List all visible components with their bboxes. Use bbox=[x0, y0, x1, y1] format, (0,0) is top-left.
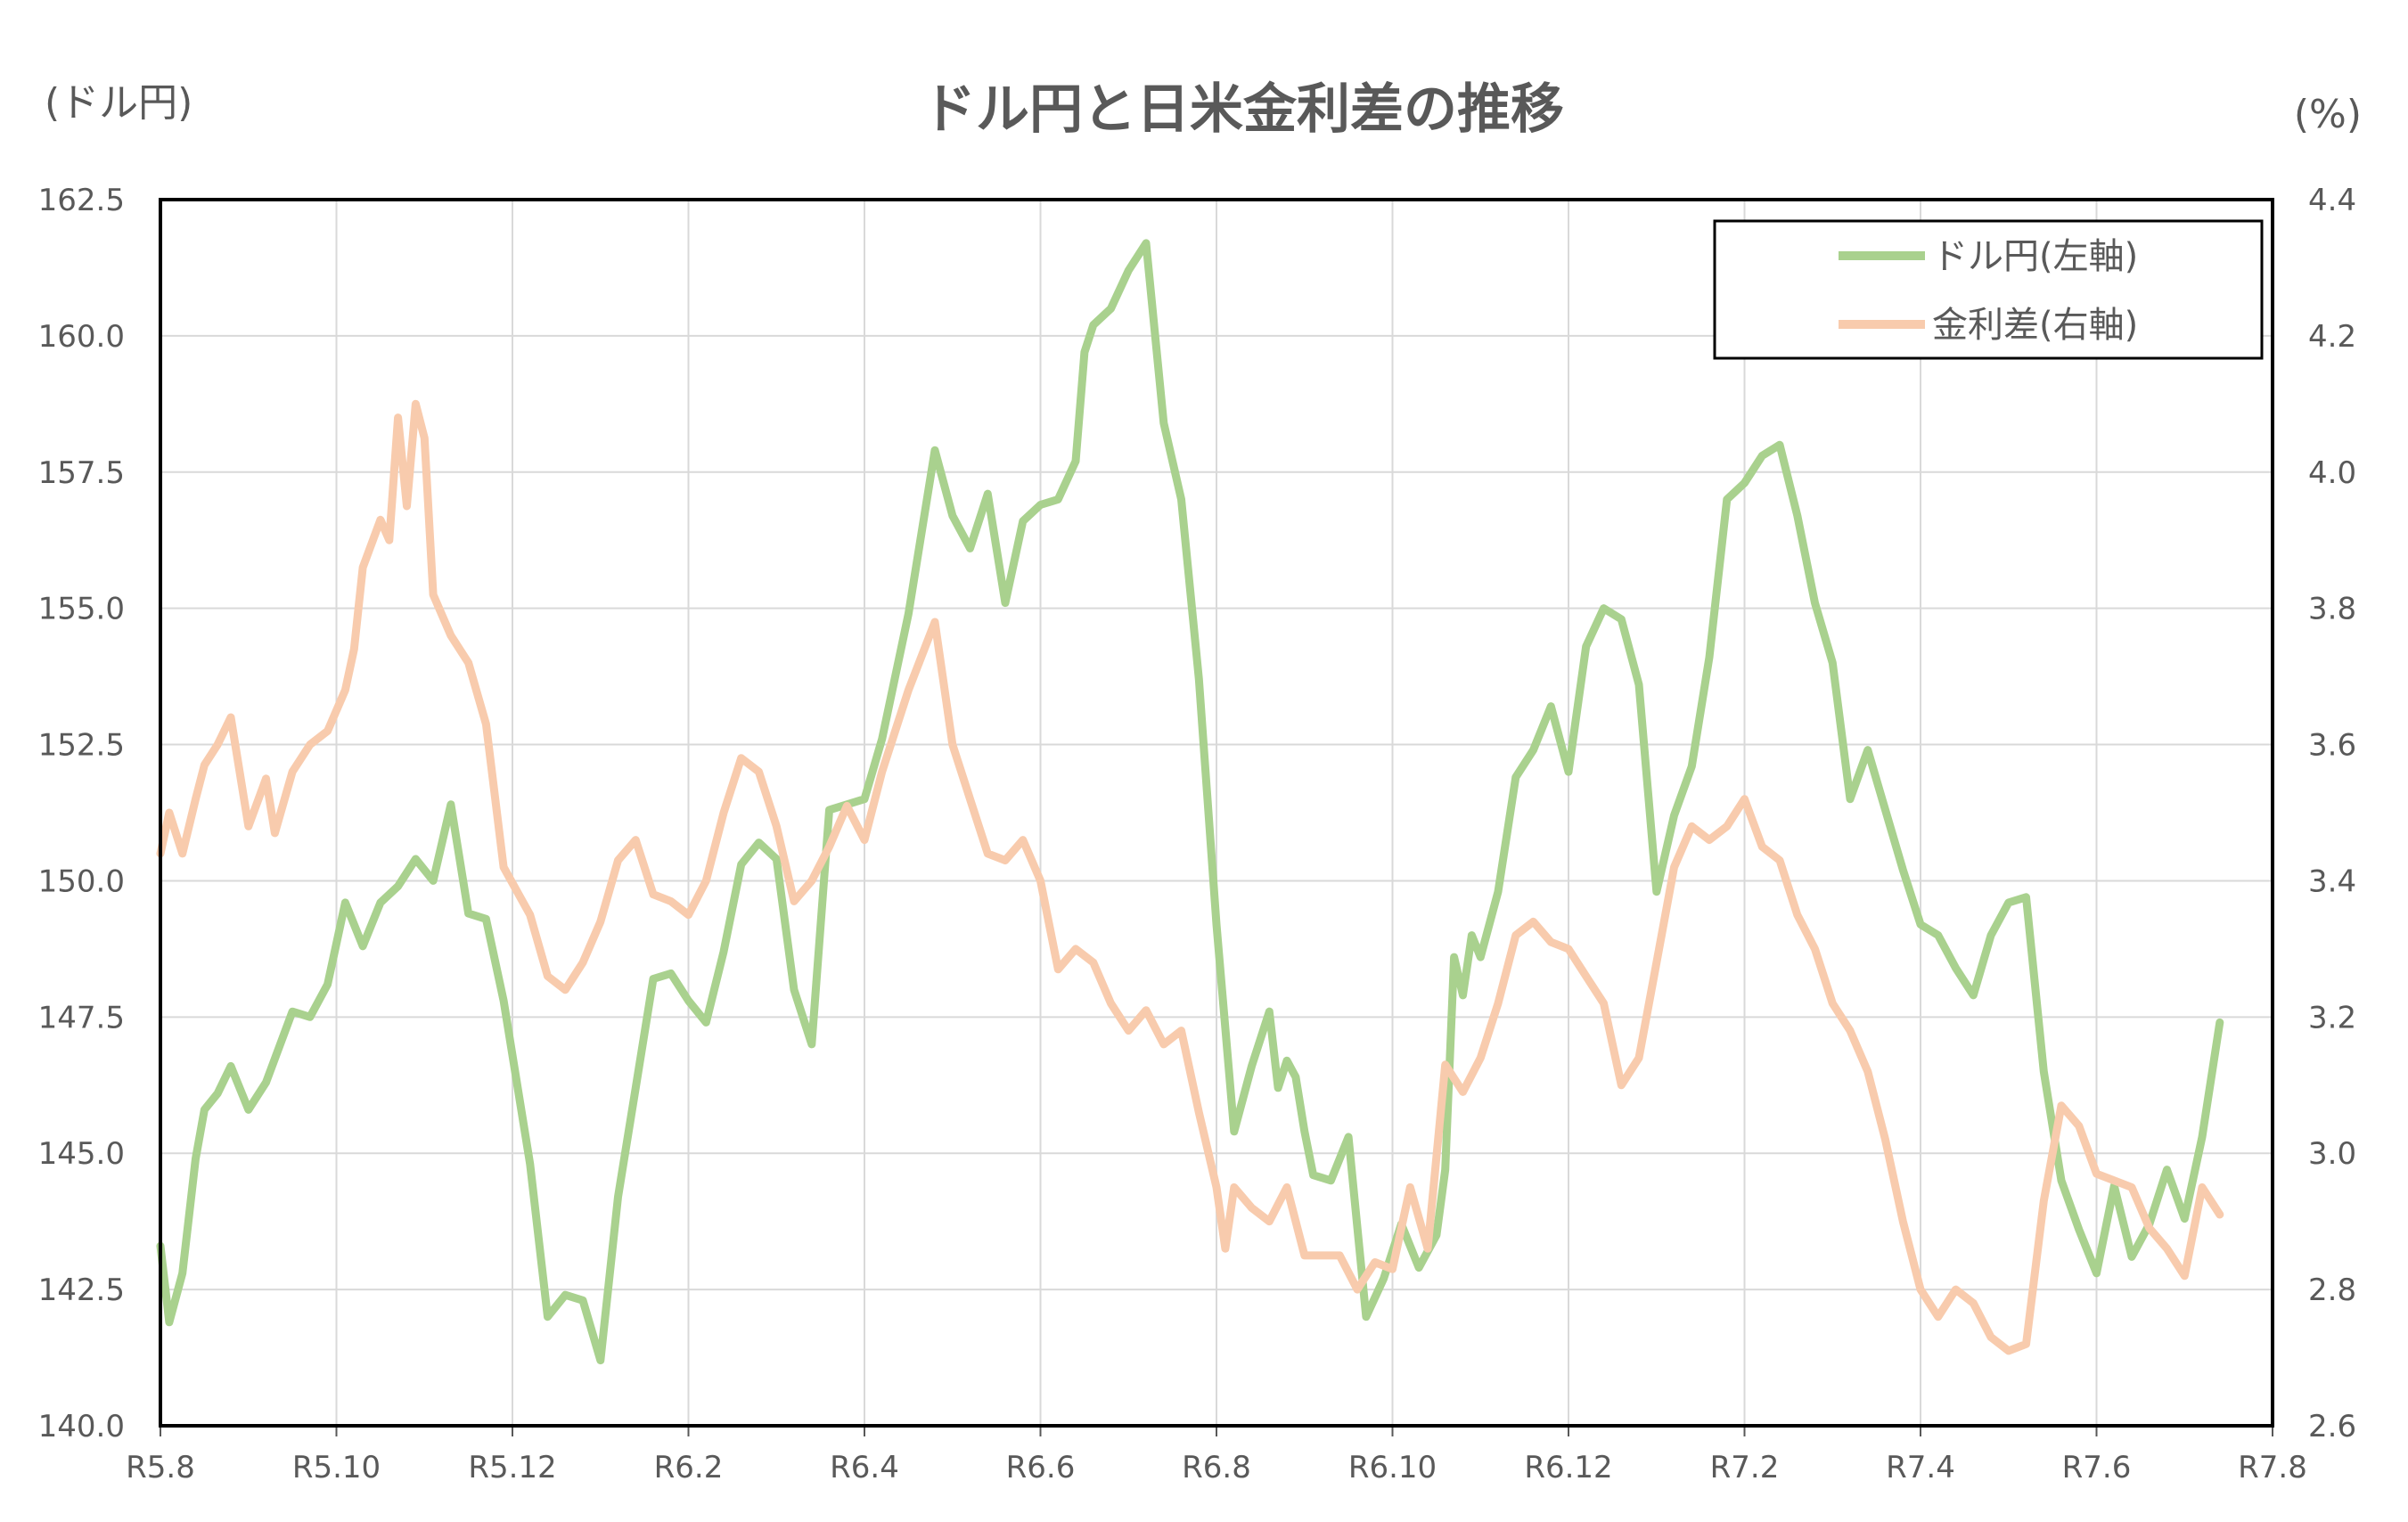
left-tick-label: 142.5 bbox=[38, 1272, 125, 1308]
series-lines bbox=[156, 239, 2224, 1365]
right-tick-label: 3.6 bbox=[2308, 728, 2356, 764]
right-tick-label: 4.2 bbox=[2308, 319, 2356, 355]
series-line-rate-diff bbox=[156, 399, 2224, 1355]
left-tick-label: 152.5 bbox=[38, 728, 125, 764]
x-tick-label: R5.10 bbox=[292, 1450, 381, 1485]
left-tick-label: 160.0 bbox=[38, 319, 125, 355]
x-tick-label: R6.8 bbox=[1182, 1450, 1251, 1485]
left-tick-label: 140.0 bbox=[38, 1409, 125, 1444]
legend-label-rate-diff: 金利差(右軸) bbox=[1932, 305, 2138, 346]
left-axis-unit: (ドル円) bbox=[45, 80, 192, 126]
left-tick-label: 162.5 bbox=[38, 183, 125, 218]
left-tick-label: 157.5 bbox=[38, 455, 125, 491]
plot-area-border bbox=[159, 198, 2274, 1428]
legend: ドル円(左軸) 金利差(右軸) bbox=[1713, 219, 2264, 360]
x-tick-label: R7.8 bbox=[2238, 1450, 2307, 1485]
right-axis-unit: (%) bbox=[2294, 92, 2362, 137]
x-tick-label: R6.12 bbox=[1524, 1450, 1612, 1485]
x-tick-label: R7.4 bbox=[1886, 1450, 1955, 1485]
series-line-usdjpy bbox=[156, 239, 2224, 1365]
left-tick-label: 150.0 bbox=[38, 863, 125, 899]
right-tick-label: 3.2 bbox=[2308, 1000, 2356, 1035]
x-axis-ticks: R5.8 R5.10 R5.12 R6.2 R6.4 R6.6 R6.8 R6.10 R6.12… bbox=[126, 1426, 2307, 1485]
legend-box bbox=[1713, 219, 2264, 360]
left-tick-label: 155.0 bbox=[38, 592, 125, 627]
right-tick-label: 3.4 bbox=[2308, 863, 2356, 899]
left-axis-ticks: 140.0 142.5 145.0 147.5 150.0 152.5 155.0 157.5… bbox=[38, 183, 125, 1444]
right-tick-label: 2.8 bbox=[2308, 1272, 2356, 1308]
right-tick-label: 2.6 bbox=[2308, 1409, 2356, 1444]
x-tick-label: R5.8 bbox=[126, 1450, 195, 1485]
left-tick-label: 145.0 bbox=[38, 1136, 125, 1172]
right-tick-label: 4.4 bbox=[2308, 183, 2356, 218]
right-tick-label: 4.0 bbox=[2308, 455, 2356, 491]
right-axis-ticks: 2.6 2.8 3.0 3.2 3.4 3.6 3.8 4.0 4.2 4.4 bbox=[2308, 183, 2356, 1444]
gridlines bbox=[160, 199, 2273, 1427]
right-tick-label: 3.0 bbox=[2308, 1136, 2356, 1172]
legend-label-usdjpy: ドル円(左軸) bbox=[1932, 236, 2138, 277]
x-tick-label: R6.4 bbox=[830, 1450, 899, 1485]
x-tick-label: R5.12 bbox=[468, 1450, 556, 1485]
chart-title: ドル円と日米金利差の推移 bbox=[922, 78, 1564, 141]
left-tick-label: 147.5 bbox=[38, 1000, 125, 1035]
x-tick-label: R7.2 bbox=[1710, 1450, 1780, 1485]
x-tick-label: R6.6 bbox=[1006, 1450, 1076, 1485]
x-tick-label: R6.2 bbox=[654, 1450, 724, 1485]
x-tick-label: R6.10 bbox=[1348, 1450, 1437, 1485]
right-tick-label: 3.8 bbox=[2308, 592, 2356, 627]
x-tick-label: R7.6 bbox=[2062, 1450, 2132, 1485]
